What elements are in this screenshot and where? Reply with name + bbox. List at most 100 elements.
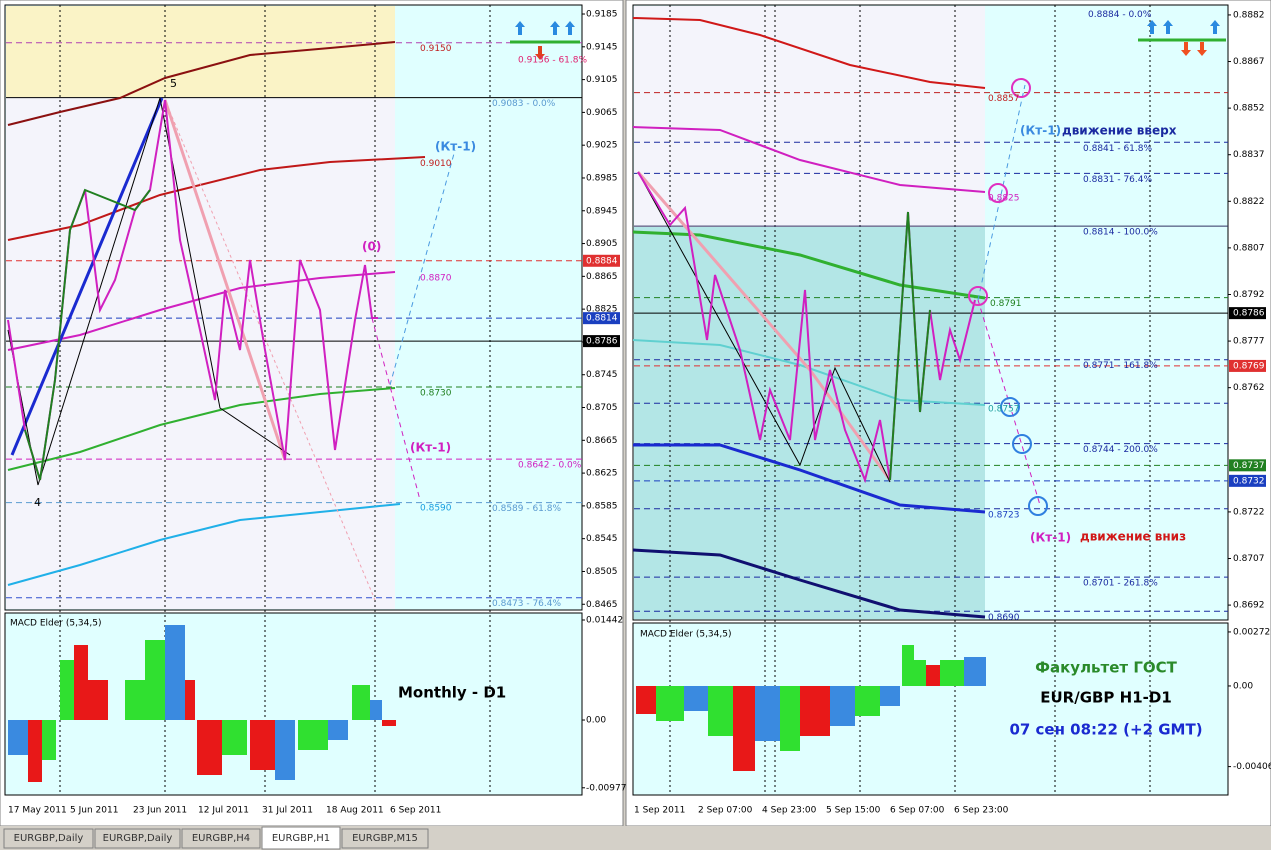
level-label: 0.8730 [420,389,452,399]
price-label-box [1229,307,1266,320]
tab[interactable] [94,828,181,849]
macd-bar [145,640,165,720]
y-tick-label: 0.9105 [586,75,618,85]
y-tick-label: 0.8852 [1233,104,1265,114]
level-label: 0.8870 [420,274,452,284]
macd-tick-label: 0.01442 [586,616,623,626]
tab-label[interactable]: EURGBP,Daily [14,833,84,844]
y-tick-label: 0.9025 [586,141,618,151]
macd-bar [88,680,108,720]
level-label: 0.8701 - 261.8% [1083,579,1158,589]
curve [633,443,986,514]
annotation: (Кт-1) [435,140,476,154]
level-label: 0.8590 [420,503,452,513]
arrow-up [550,21,560,35]
x-tick-label: 23 Jun 2011 [133,806,187,816]
price-label-box [1229,359,1266,372]
y-tick-label: 0.8945 [586,206,618,216]
x-tick-label: 18 Aug 2011 [326,806,384,816]
macd-bar [800,686,830,736]
annotation: (0) [362,240,381,254]
projection [977,84,1026,301]
x-tick-label: 4 Sep 23:00 [762,806,817,816]
curve [7,503,401,586]
y-tick-label: 0.8792 [1233,290,1265,300]
tab[interactable] [261,826,341,850]
tab[interactable] [3,828,94,849]
x-tick-label: 5 Sep 15:00 [826,806,881,816]
wave-label: 5 [170,77,177,90]
annotation: (Кт-1) [1020,124,1061,138]
level-label: 0.8642 - 0.0% [518,461,582,471]
y-tick-label: 0.8465 [586,600,618,610]
x-tick-label: 31 Jul 2011 [262,806,313,816]
price [24,188,151,481]
tab-label[interactable]: EURGBP,H4 [192,833,250,844]
trend-line [163,99,287,461]
level-label: 0.8723 [988,510,1020,520]
curve [7,156,426,241]
tab-label[interactable]: EURGBP,H1 [272,833,330,844]
level-label: 0.8814 - 100.0% [1083,228,1158,238]
price-label: 0.8814 [586,314,618,324]
y-tick-label: 0.8665 [586,436,618,446]
macd-bar [370,700,382,720]
macd-bar [328,720,348,740]
curve [632,230,986,300]
tab-label[interactable]: EURGBP,M15 [352,833,418,844]
x-tick-label: 6 Sep 07:00 [890,806,945,816]
left-curves [7,41,456,601]
arrow-up [1210,20,1220,34]
macd-bar [780,686,800,751]
macd-bar [914,660,926,686]
macd-bar [755,686,780,741]
x-tick-label: 6 Sep 23:00 [954,806,1009,816]
macd-bar [940,660,964,686]
y-tick-label: 0.8905 [586,239,618,249]
price-label-box [583,335,620,348]
y-tick-label: 0.8545 [586,534,618,544]
x-tick-label: 6 Sep 2011 [390,806,441,816]
level-label: 0.8771 - 161.8% [1083,361,1158,371]
annotation: (Кт-1) [410,441,451,455]
y-tick-label: 0.9065 [586,108,618,118]
tab[interactable] [181,828,261,849]
macd-bar [636,686,656,714]
arrow-down [535,46,545,60]
y-tick-label: 0.8865 [586,272,618,282]
left-zone [6,97,395,609]
right-macd-bars [636,645,986,771]
annotation: движение вниз [1080,530,1186,544]
level-label: 0.8825 [988,193,1020,203]
y-tick-label: 0.8625 [586,469,618,479]
arrow-up [565,21,575,35]
macd-bar [275,720,295,780]
zigzag [637,171,891,483]
macd-bar [964,657,986,686]
target-circle [1028,496,1048,516]
macd-bar [902,645,914,686]
right-top-zone [634,6,985,227]
arrow-up [515,21,525,35]
trend-line [10,97,164,456]
x-tick-label: 17 May 2011 [8,806,67,816]
pane-label: Monthly - D1 [398,684,506,702]
x-tick-label: 5 Jun 2011 [70,806,118,816]
projection [389,149,456,386]
arrow-up [1163,20,1173,34]
macd-bar [165,625,185,720]
target-circle [1011,78,1031,98]
y-tick-label: 0.8762 [1233,383,1265,393]
y-tick-label: 0.8837 [1233,150,1265,160]
tab-label[interactable]: EURGBP,Daily [103,833,173,844]
macd-bar [708,686,733,736]
tab[interactable] [341,828,429,849]
level-label: 0.9136 - 61.8% [518,56,587,66]
arrow-down [1181,42,1191,56]
price-label: 0.8786 [1233,309,1265,319]
price-label-box [583,254,620,267]
price [637,171,976,484]
projection [371,317,421,501]
